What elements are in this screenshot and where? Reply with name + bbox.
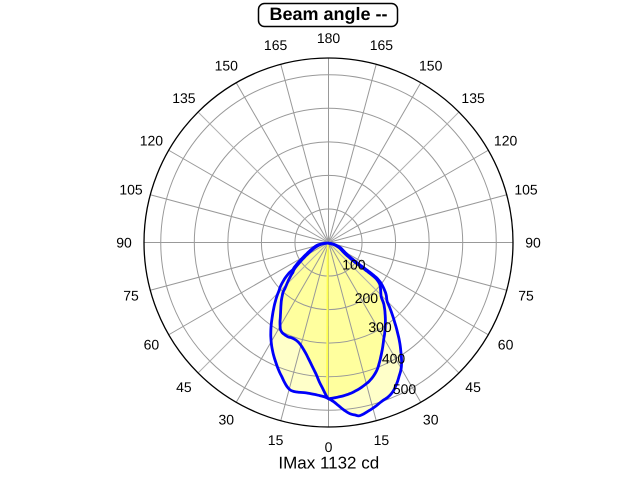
svg-text:400: 400 [382, 350, 406, 366]
svg-text:200: 200 [355, 290, 379, 306]
svg-text:45: 45 [176, 379, 192, 395]
svg-text:15: 15 [268, 432, 284, 448]
svg-text:0: 0 [325, 439, 333, 455]
svg-text:90: 90 [116, 235, 132, 251]
svg-text:180: 180 [317, 30, 341, 46]
svg-text:165: 165 [264, 37, 288, 53]
svg-text:105: 105 [514, 182, 538, 198]
svg-text:300: 300 [368, 319, 392, 335]
svg-text:45: 45 [465, 379, 481, 395]
svg-text:120: 120 [140, 132, 164, 148]
svg-text:90: 90 [525, 235, 541, 251]
svg-text:135: 135 [461, 90, 485, 106]
svg-text:Beam angle --: Beam angle -- [269, 4, 387, 24]
svg-text:165: 165 [370, 37, 394, 53]
svg-text:150: 150 [419, 57, 443, 73]
svg-text:15: 15 [374, 432, 390, 448]
svg-text:120: 120 [494, 132, 518, 148]
svg-text:500: 500 [393, 381, 417, 397]
svg-text:30: 30 [219, 412, 235, 428]
svg-text:30: 30 [423, 412, 439, 428]
svg-text:75: 75 [123, 287, 139, 303]
svg-text:135: 135 [172, 90, 196, 106]
svg-text:60: 60 [144, 337, 160, 353]
svg-text:150: 150 [215, 57, 239, 73]
svg-text:100: 100 [342, 257, 366, 273]
svg-text:60: 60 [498, 337, 514, 353]
svg-text:105: 105 [119, 182, 143, 198]
svg-text:75: 75 [518, 287, 534, 303]
svg-text:IMax 1132 cd: IMax 1132 cd [278, 454, 379, 473]
